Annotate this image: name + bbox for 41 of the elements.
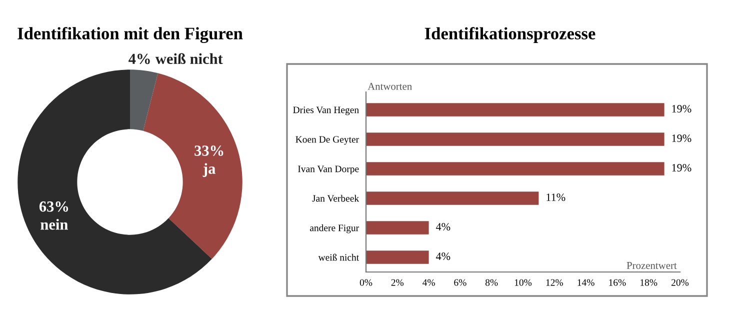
- x-tick-label: 20%: [672, 279, 689, 286]
- data-label: 63%: [39, 201, 68, 212]
- slice-label: nein: [40, 218, 68, 230]
- slice-label: weiß nicht: [155, 53, 223, 64]
- donut-slice: [143, 73, 242, 259]
- bar: [366, 250, 429, 264]
- slice-label: ja: [202, 163, 216, 177]
- chart-title: Identifikation mit den Figuren: [18, 26, 243, 44]
- x-tick-label: 14%: [578, 279, 594, 286]
- data-label: 19%: [672, 104, 692, 113]
- y-tick-label: Dries Van Hegen: [293, 106, 359, 116]
- data-label: 19%: [672, 164, 692, 172]
- x-tick-label: 12%: [546, 279, 563, 286]
- data-label: 33%: [194, 146, 224, 156]
- bar: [366, 132, 664, 146]
- x-tick-label: 8%: [485, 279, 498, 286]
- y-tick-label: Koen De Geyter: [296, 136, 359, 145]
- bar: [366, 162, 664, 176]
- x-tick-label: 16%: [609, 279, 626, 286]
- x-tick-label: 4%: [422, 279, 435, 286]
- data-label: 4%: [128, 54, 150, 64]
- x-tick-label: 10%: [514, 279, 532, 286]
- x-tick-label: 6%: [454, 279, 466, 286]
- chart-title: Identifikationsprozesse: [424, 27, 596, 43]
- bar: [366, 192, 539, 205]
- data-label: 4%: [436, 252, 450, 260]
- x-tick-label: 0%: [360, 279, 372, 286]
- bar: [366, 103, 664, 116]
- data-label: 4%: [436, 223, 450, 231]
- x-tick-label: 2%: [391, 279, 404, 286]
- bar: [366, 221, 429, 234]
- y-tick-label: weiß nicht: [318, 254, 359, 261]
- data-label: 19%: [672, 134, 692, 142]
- y-tick-label: andere Figur: [310, 224, 359, 234]
- x-axis-title: Prozentwert: [626, 262, 677, 269]
- x-tick-label: 18%: [640, 279, 658, 286]
- y-tick-label: Ivan Van Dorpe: [298, 166, 359, 174]
- y-axis-title: Antworten: [368, 82, 412, 90]
- y-tick-label: Jan Verbeek: [312, 194, 360, 202]
- donut-slice: [130, 70, 158, 131]
- data-label: 11%: [546, 194, 566, 202]
